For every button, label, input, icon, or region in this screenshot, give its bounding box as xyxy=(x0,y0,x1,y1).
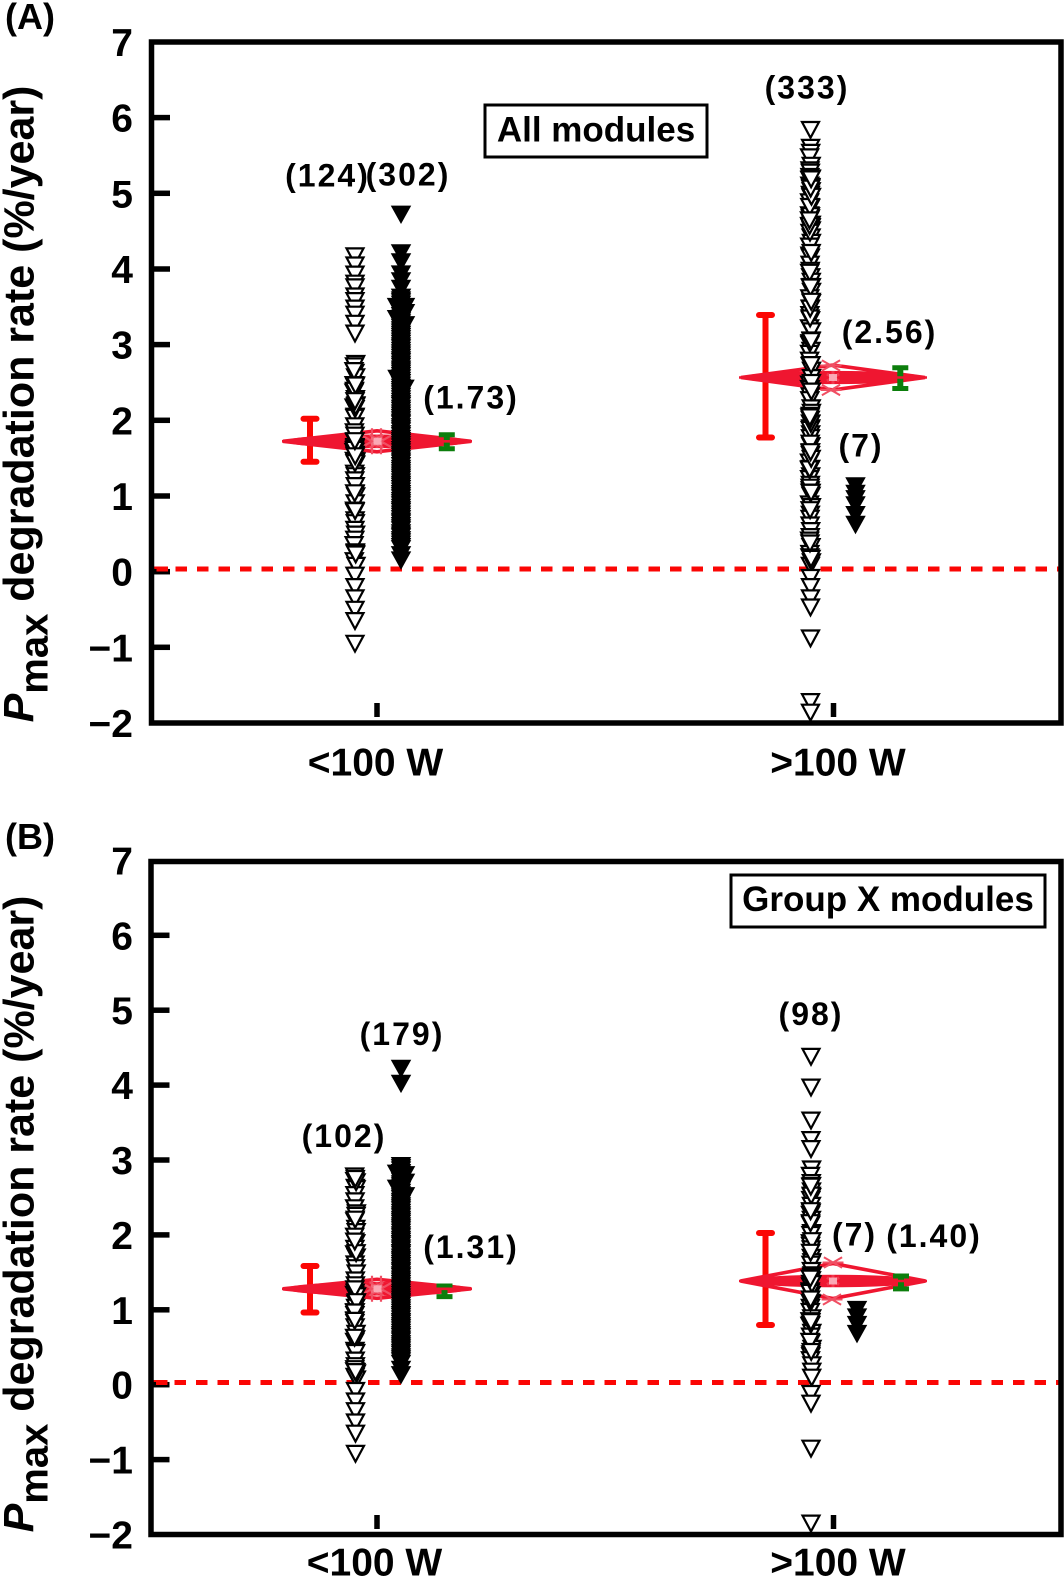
svg-text:(A): (A) xyxy=(5,0,55,37)
svg-text:5: 5 xyxy=(111,173,133,216)
svg-text:−1: −1 xyxy=(89,1440,133,1483)
svg-text:(1.73): (1.73) xyxy=(423,380,519,416)
svg-text:All modules: All modules xyxy=(497,111,695,150)
svg-text:>100 W: >100 W xyxy=(770,1542,906,1585)
svg-text:7: 7 xyxy=(111,840,133,883)
svg-text:4: 4 xyxy=(111,249,133,292)
svg-text:−2: −2 xyxy=(89,1515,133,1558)
svg-text:0: 0 xyxy=(111,1365,133,1408)
svg-text:<100 W: <100 W xyxy=(307,1542,443,1585)
svg-text:Pmax degradation rate (%/year): Pmax degradation rate (%/year) xyxy=(0,86,57,723)
svg-text:(179): (179) xyxy=(360,1016,445,1052)
svg-text:(2.56): (2.56) xyxy=(842,314,938,350)
svg-text:0: 0 xyxy=(111,552,133,595)
svg-text:(1.31): (1.31) xyxy=(423,1229,519,1265)
svg-text:2: 2 xyxy=(111,1215,133,1258)
svg-text:−1: −1 xyxy=(89,627,133,670)
svg-text:Group X modules: Group X modules xyxy=(742,880,1034,919)
svg-text:3: 3 xyxy=(111,1140,133,1183)
svg-text:(302): (302) xyxy=(366,157,451,193)
svg-text:−2: −2 xyxy=(89,703,133,746)
svg-text:2: 2 xyxy=(111,400,133,443)
svg-text:<100 W: <100 W xyxy=(308,742,444,785)
svg-text:5: 5 xyxy=(111,990,133,1033)
svg-text:(B): (B) xyxy=(5,816,55,857)
svg-text:(102): (102) xyxy=(302,1118,387,1154)
svg-text:6: 6 xyxy=(111,98,133,141)
svg-text:1: 1 xyxy=(111,1290,133,1333)
svg-text:(98): (98) xyxy=(779,996,844,1032)
svg-text:(7): (7) xyxy=(832,1217,877,1253)
svg-text:>100 W: >100 W xyxy=(770,742,906,785)
svg-text:6: 6 xyxy=(111,915,133,958)
svg-text:(333): (333) xyxy=(765,70,850,106)
svg-text:(7): (7) xyxy=(838,428,883,464)
svg-text:3: 3 xyxy=(111,325,133,368)
svg-text:1: 1 xyxy=(111,476,133,519)
svg-text:Pmax degradation rate (%/year): Pmax degradation rate (%/year) xyxy=(0,896,57,1533)
svg-text:(1.40): (1.40) xyxy=(886,1218,982,1254)
svg-text:7: 7 xyxy=(111,22,133,65)
svg-text:(124): (124) xyxy=(285,158,370,194)
svg-text:4: 4 xyxy=(111,1065,133,1108)
